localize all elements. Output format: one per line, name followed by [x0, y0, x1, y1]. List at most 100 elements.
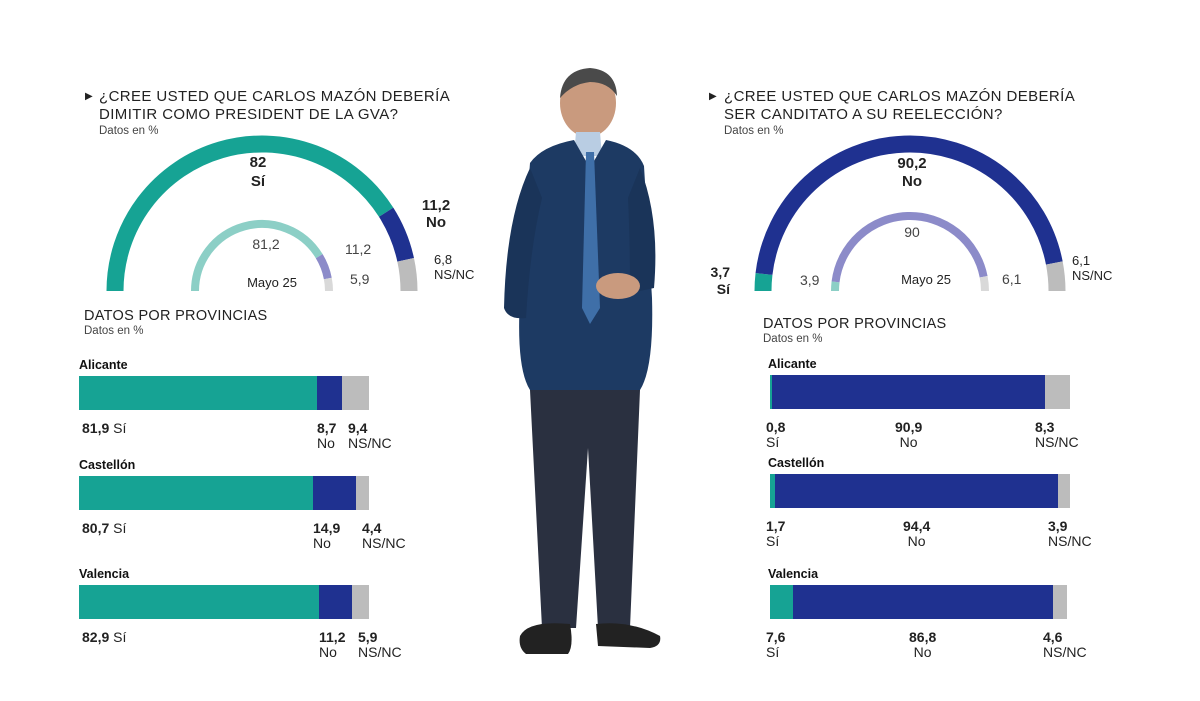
- left-panel: ▶ ¿CREE USTED QUE CARLOS MAZÓN DEBERÍA D…: [0, 0, 520, 701]
- left-bar-alicante: [79, 376, 369, 410]
- left-province-castelln: Castellón: [79, 458, 136, 472]
- right-si-value: 3,7: [711, 264, 731, 280]
- right-bar-segment-alicante-2: [1045, 375, 1070, 409]
- right-si-label: Sí: [717, 281, 731, 297]
- left-bar-valencia: [79, 585, 369, 619]
- left-si-label: Sí: [251, 173, 266, 190]
- left-province-alicante: Alicante: [79, 358, 128, 372]
- right-no-value: 90,2: [897, 155, 926, 172]
- left-province-valencia: Valencia: [79, 567, 130, 581]
- left-outer-arc-1: [378, 207, 414, 262]
- left-subtitle: Datos en %: [99, 125, 159, 137]
- right-bar-segment-castelln-1: [775, 474, 1059, 508]
- right-section-subtitle: Datos en %: [763, 333, 823, 345]
- left-no-label: No: [426, 214, 446, 231]
- right-province-valencia: Valencia: [768, 567, 819, 581]
- right-outer-arc-2: [1045, 261, 1066, 292]
- left-label-no-valencia: 11,2 No: [319, 629, 346, 660]
- right-bar-valencia: [770, 585, 1070, 619]
- left-si-value: 82: [250, 154, 267, 171]
- left-label-si-alicante: 81,9 Sí: [82, 420, 127, 436]
- right-subtitle: Datos en %: [724, 125, 784, 137]
- left-bar-segment-alicante-2: [341, 376, 369, 410]
- left-inner-arc-1: [315, 254, 332, 280]
- bullet-arrow-icon: ▶: [85, 91, 93, 102]
- right-mayo-no-value: 90: [904, 224, 920, 240]
- right-outer-arc-1: [755, 135, 1063, 275]
- left-bar-segment-valencia-1: [319, 585, 352, 619]
- right-mayo-nsnc-value: 6,1: [1002, 271, 1022, 287]
- left-label-no-alicante: 8,7 No: [317, 420, 337, 451]
- left-shoe-shape: [519, 623, 572, 654]
- right-question-line2: SER CANDITATO A SU REELECCIÓN?: [724, 106, 1003, 123]
- left-question-line2: DIMITIR COMO PRESIDENT DE LA GVA?: [99, 106, 399, 123]
- left-question-line1: ¿CREE USTED QUE CARLOS MAZÓN DEBERÍA: [99, 88, 451, 105]
- left-bar-segment-alicante-0: [79, 376, 317, 410]
- right-nsnc-value: 6,1: [1072, 253, 1090, 268]
- left-label-si-valencia: 82,9 Sí: [82, 629, 127, 645]
- left-label-nsnc-valencia: 5,9 NS/NC: [358, 629, 402, 660]
- left-nsnc-label: NS/NC: [434, 267, 474, 282]
- left-bar-segment-valencia-2: [351, 585, 369, 619]
- right-section-title: DATOS POR PROVINCIAS: [763, 316, 947, 332]
- left-bar-segment-alicante-1: [316, 376, 342, 410]
- right-bar-castelln: [770, 474, 1070, 508]
- right-question: ¿CREE USTED QUE CARLOS MAZÓN DEBERÍA SER…: [724, 88, 1075, 124]
- right-bar-segment-alicante-0: [770, 375, 773, 409]
- politician-photo: [504, 68, 661, 654]
- right-label-si-alicante: 0,8 Sí: [766, 419, 786, 450]
- right-bar-segment-valencia-1: [792, 585, 1054, 619]
- right-bar-segment-castelln-2: [1058, 474, 1070, 508]
- right-mayo-si-value: 3,9: [800, 272, 820, 288]
- left-section-title: DATOS POR PROVINCIAS: [84, 308, 268, 324]
- left-inner-arc-2: [323, 277, 333, 292]
- left-section-subtitle: Datos en %: [84, 325, 144, 337]
- right-bar-segment-valencia-2: [1053, 585, 1067, 619]
- right-bar-segment-valencia-0: [770, 585, 793, 619]
- right-province-alicante: Alicante: [768, 357, 817, 371]
- left-bar-segment-valencia-0: [79, 585, 320, 619]
- left-arm-shape: [504, 168, 542, 319]
- right-inner-arc-0: [830, 281, 840, 292]
- left-bar-segment-castelln-0: [79, 476, 313, 510]
- hands-shape: [596, 273, 640, 299]
- right-panel: ▶ ¿CREE USTED QUE CARLOS MAZÓN DEBERÍA S…: [690, 0, 1200, 701]
- left-no-value: 11,2: [422, 197, 450, 214]
- left-question: ¿CREE USTED QUE CARLOS MAZÓN DEBERÍA DIM…: [99, 88, 450, 124]
- right-label-nsnc-alicante: 8,3 NS/NC: [1035, 419, 1079, 450]
- right-outer-arc-0: [754, 272, 773, 292]
- left-mayo-nsnc-value: 5,9: [350, 271, 370, 287]
- right-label-nsnc-valencia: 4,6 NS/NC: [1043, 629, 1087, 660]
- right-question-line1: ¿CREE USTED QUE CARLOS MAZÓN DEBERÍA: [724, 88, 1076, 105]
- left-label-nsnc-alicante: 9,4 NS/NC: [348, 420, 392, 451]
- left-bar-castelln: [79, 476, 369, 510]
- left-mayo-si-value: 81,2: [252, 236, 279, 252]
- right-label-no-alicante: 90,9 No: [895, 419, 923, 450]
- left-label-si-castelln: 80,7 Sí: [82, 520, 127, 536]
- right-label-si-valencia: 7,6 Sí: [766, 629, 786, 660]
- left-bar-segment-castelln-2: [356, 476, 369, 510]
- left-outer-arc-2: [397, 258, 418, 292]
- right-province-castelln: Castellón: [768, 456, 825, 470]
- right-no-label: No: [902, 173, 922, 190]
- left-nsnc-value: 6,8: [434, 252, 452, 267]
- right-mayo-label: Mayo 25: [901, 272, 951, 287]
- tie-shape: [582, 152, 600, 324]
- left-label-nsnc-castelln: 4,4 NS/NC: [362, 520, 406, 551]
- right-label-no-castelln: 94,4 No: [903, 518, 931, 549]
- hair-shape: [560, 68, 617, 98]
- right-nsnc-label: NS/NC: [1072, 268, 1112, 283]
- right-label-no-valencia: 86,8 No: [909, 629, 937, 660]
- right-shoe-shape: [596, 623, 661, 648]
- left-outer-arc-0: [106, 135, 394, 292]
- right-bar-segment-castelln-0: [770, 474, 776, 508]
- right-inner-arc-2: [979, 275, 990, 292]
- right-bar-segment-alicante-1: [772, 375, 1046, 409]
- left-label-no-castelln: 14,9 No: [313, 520, 341, 551]
- left-bar-segment-castelln-1: [313, 476, 357, 510]
- right-label-si-castelln: 1,7 Sí: [766, 518, 786, 549]
- left-mayo-no-value: 11,2: [345, 241, 371, 257]
- shirt-collar-shape: [574, 132, 602, 156]
- left-mayo-label: Mayo 25: [247, 275, 297, 290]
